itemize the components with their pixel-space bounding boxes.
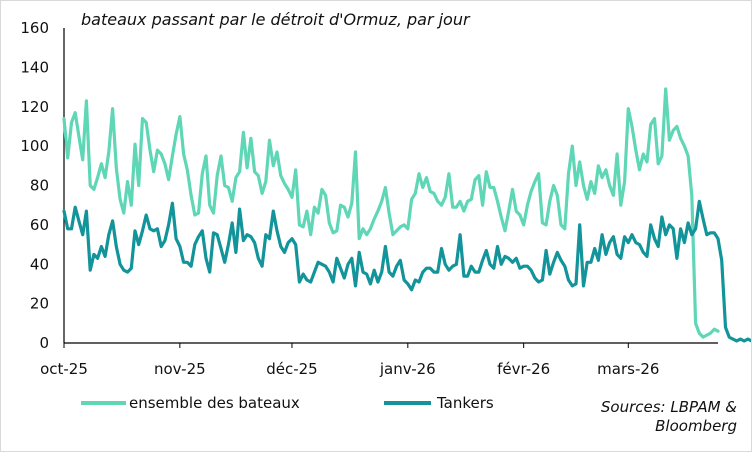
source-line-2: Bloomberg (655, 417, 737, 435)
x-tick-label: nov-25 (154, 360, 206, 378)
series-line-tankers (62, 199, 751, 343)
x-tick-labels: oct-25 nov-25 déc-25 janv-26 févr-26 mars-26 (40, 360, 659, 378)
source-note: Sources: LBPAM & Bloomberg (601, 398, 737, 435)
series-line-ensemble (62, 87, 720, 339)
source-line-1: Sources: LBPAM & (601, 398, 737, 416)
legend-label-tankers: Tankers (436, 394, 494, 412)
y-tick-label: 160 (20, 19, 49, 37)
series-lines (62, 87, 751, 343)
y-tick-label: 100 (20, 137, 49, 155)
y-tick-label: 80 (30, 177, 49, 195)
y-tick-label: 20 (30, 295, 49, 313)
axes (63, 28, 718, 348)
y-tick-label: 40 (30, 255, 49, 273)
y-tick-label: 0 (39, 334, 49, 352)
x-tick-label: mars-26 (597, 360, 659, 378)
y-tick-label: 140 (20, 58, 49, 76)
chart-title: bateaux passant par le détroit d'Ormuz, … (81, 10, 471, 29)
legend-label-ensemble: ensemble des bateaux (129, 394, 300, 412)
x-tick-label: janv-26 (379, 360, 436, 378)
y-tick-label: 120 (20, 98, 49, 116)
x-tick-label: oct-25 (40, 360, 88, 378)
y-tick-label: 60 (30, 216, 49, 234)
legend: ensemble des bateaux Tankers (81, 394, 494, 412)
x-tick-label: févr-26 (497, 360, 550, 378)
y-tick-labels: 0 20 40 60 80 100 120 140 160 (20, 19, 49, 352)
x-tick-label: déc-25 (266, 360, 318, 378)
